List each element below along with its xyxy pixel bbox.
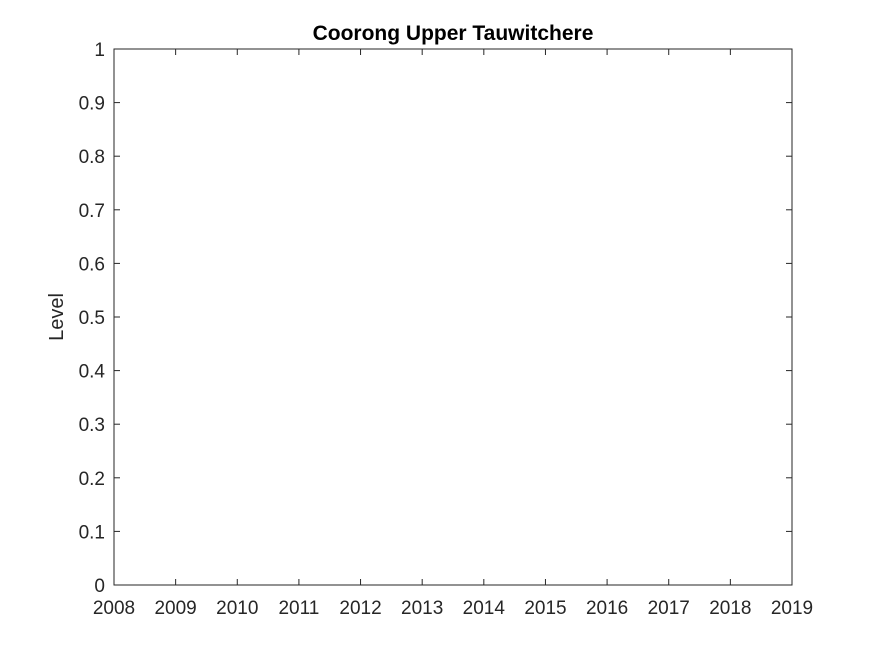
y-axis-label: Level (46, 293, 68, 341)
x-tick-label: 2016 (586, 598, 628, 619)
y-tick-label: 0.6 (79, 254, 105, 275)
y-tick-label: 0.7 (79, 201, 105, 222)
y-tick-label: 0.2 (79, 469, 105, 490)
x-tick-label: 2013 (401, 598, 443, 619)
x-tick-label: 2011 (278, 598, 319, 619)
x-tick-label: 2014 (463, 598, 506, 619)
x-tick-label: 2008 (93, 598, 135, 619)
y-tick-label: 0.1 (79, 522, 105, 543)
y-tick-label: 0.5 (79, 308, 105, 329)
x-tick-label: 2017 (648, 598, 690, 619)
x-tick-label: 2012 (339, 598, 381, 619)
y-tick-label: 1 (94, 40, 105, 61)
x-tick-label: 2010 (216, 598, 258, 619)
x-tick-label: 2009 (154, 598, 196, 619)
x-tick-label: 2018 (709, 598, 751, 619)
y-tick-label: 0.9 (79, 94, 105, 115)
y-tick-label: 0.3 (79, 415, 105, 436)
y-tick-label: 0.4 (79, 362, 106, 383)
plot-area (114, 49, 792, 585)
chart-title: Coorong Upper Tauwitchere (313, 22, 594, 45)
x-tick-label: 2015 (524, 598, 566, 619)
x-tick-label: 2019 (771, 598, 813, 619)
y-tick-label: 0 (94, 576, 105, 597)
y-tick-label: 0.8 (79, 147, 105, 168)
